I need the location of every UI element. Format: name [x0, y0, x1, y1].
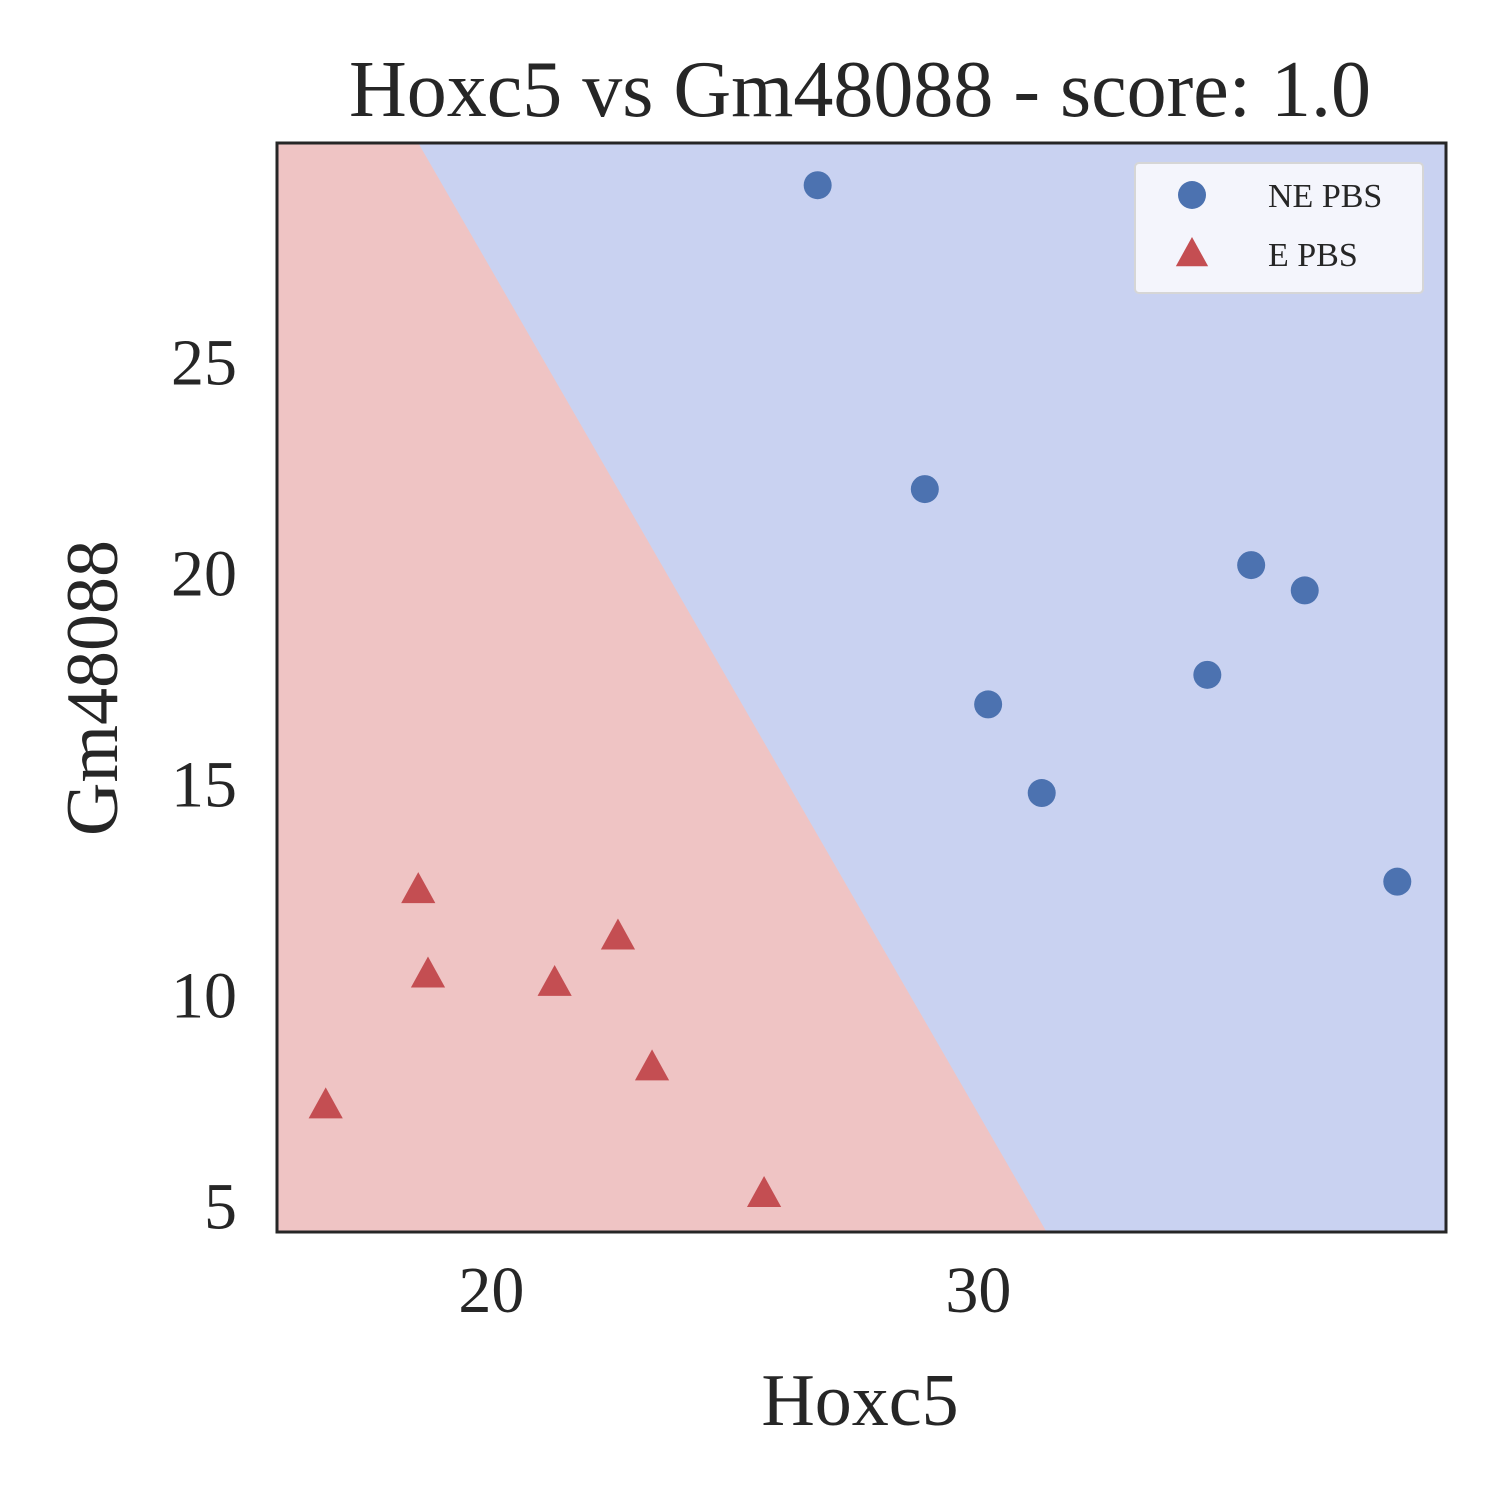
- data-point-ne-pbs: [803, 171, 832, 200]
- data-point-ne-pbs: [910, 475, 939, 504]
- chart-title: Hoxc5 vs Gm48088 - score: 1.0: [349, 46, 1371, 134]
- data-point-e-pbs: [600, 918, 636, 950]
- legend: NE PBS E PBS: [1134, 162, 1424, 294]
- axis-ticks: 20 30 5 10 15 20 25: [171, 326, 1011, 1327]
- data-point-ne-pbs: [974, 690, 1003, 719]
- y-tick-label: 25: [171, 326, 237, 399]
- data-point-e-pbs: [746, 1176, 782, 1207]
- data-point-e-pbs: [537, 964, 572, 996]
- x-tick-label: 20: [458, 1254, 524, 1327]
- decision-regions: [277, 143, 1446, 1232]
- legend-box: [1134, 162, 1424, 294]
- y-tick-label: 15: [171, 749, 237, 822]
- plot-frame: [275, 141, 1448, 1234]
- data-point-ne-pbs: [1383, 867, 1412, 896]
- data-point-ne-pbs: [1237, 551, 1266, 580]
- region-e-pbs: [277, 143, 1047, 1232]
- data-point-ne-pbs: [1027, 779, 1056, 808]
- x-tick-label: 30: [945, 1254, 1011, 1327]
- y-tick-label: 20: [171, 538, 237, 611]
- legend-label: E PBS: [1268, 237, 1358, 274]
- data-point-e-pbs: [410, 956, 446, 988]
- data-point-ne-pbs: [1193, 660, 1222, 689]
- y-tick-label: 10: [171, 960, 237, 1033]
- data-point-e-pbs: [308, 1087, 343, 1119]
- data-points: [308, 171, 1412, 1207]
- x-axis-label: Hoxc5: [761, 1360, 958, 1442]
- data-point-e-pbs: [401, 872, 436, 904]
- y-axis-label: Gm48088: [52, 540, 134, 836]
- legend-marker-triangle: [1175, 237, 1209, 267]
- data-point-e-pbs: [634, 1049, 670, 1081]
- data-point-ne-pbs: [1290, 576, 1319, 605]
- legend-label: NE PBS: [1268, 178, 1382, 215]
- legend-marker-circle: [1178, 181, 1206, 209]
- y-tick-label: 5: [204, 1171, 237, 1244]
